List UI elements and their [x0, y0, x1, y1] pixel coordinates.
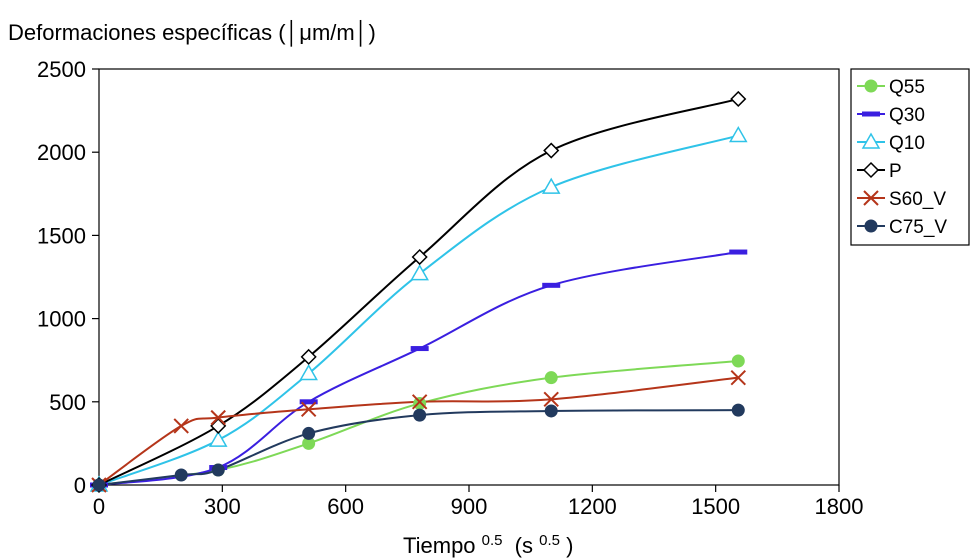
data-point-c75-v	[302, 426, 316, 440]
legend-label-c75-v: C75_V	[889, 217, 947, 238]
series-line-s60-v	[98, 376, 739, 486]
x-tick-label: 900	[451, 494, 488, 519]
x-tick-label: 600	[327, 494, 364, 519]
x-tick-label: 0	[93, 494, 105, 519]
data-point-s60-v	[543, 391, 559, 408]
data-point-s60-v	[210, 409, 226, 426]
data-point-q10	[208, 430, 228, 447]
data-point-q30	[729, 249, 748, 255]
data-point-q10	[541, 177, 561, 194]
data-point-q10	[728, 126, 748, 143]
plot-area-border	[98, 68, 840, 486]
x-axis-title-paren-close: )	[566, 533, 573, 558]
x-tick-label: 300	[204, 494, 241, 519]
data-point-q30	[542, 282, 561, 288]
data-point-q55	[413, 396, 427, 410]
data-point-q30	[410, 346, 429, 352]
series-line-p	[98, 97, 739, 486]
x-axis-title-sup2: 0.5	[539, 532, 560, 549]
series-markers	[89, 90, 748, 494]
legend-marker-s60-v	[863, 190, 879, 206]
x-marker-stroke	[411, 394, 428, 410]
data-point-p	[411, 248, 428, 266]
data-point-q55	[544, 371, 558, 385]
data-point-p	[300, 348, 317, 365]
x-tick-label: 1500	[691, 494, 740, 519]
x-axis-ticks: 0 300 600 900 1200 1500 1800	[93, 485, 864, 519]
x-axis-title-sup1: 0.5	[482, 532, 503, 549]
legend-label-p: P	[889, 161, 902, 182]
data-point-q10	[410, 264, 429, 281]
data-point-q55	[731, 354, 745, 368]
x-tick-label: 1800	[815, 494, 864, 519]
data-point-q30	[299, 399, 318, 405]
x-tick-label: 1200	[568, 494, 617, 519]
series-lines	[98, 97, 739, 486]
series-line-q55	[98, 360, 739, 486]
x-marker-stroke	[210, 409, 226, 426]
y-axis-ticks: 0 500 1000 1500 2000 2500	[37, 57, 99, 498]
y-axis-title: Deformaciones específicas (│μm/m│)	[8, 19, 376, 47]
x-marker-stroke	[730, 369, 746, 386]
y-tick-label: 2000	[37, 140, 86, 165]
legend-marker-q30	[862, 111, 880, 117]
data-point-c75-v	[544, 404, 558, 418]
data-point-c75-v	[731, 403, 745, 417]
legend: Q55 Q30 Q10 P S60_V C75_V	[850, 68, 970, 246]
series-line-q30	[98, 251, 739, 486]
legend-label-q30: Q30	[889, 105, 925, 126]
data-point-c75-v	[413, 408, 427, 422]
data-point-s60-v	[730, 369, 746, 386]
data-point-q10	[299, 364, 318, 381]
plot-frame	[98, 68, 840, 486]
data-point-c75-v	[211, 463, 225, 477]
y-tick-label: 500	[49, 390, 86, 415]
x-marker-stroke	[173, 418, 189, 434]
x-axis-title: Tiempo 0.5 (s 0.5 )	[403, 525, 573, 558]
legend-marker-c75-v	[864, 219, 878, 233]
data-point-s60-v	[300, 401, 317, 417]
legend-label-q55: Q55	[889, 77, 925, 98]
x-marker-stroke	[300, 401, 317, 417]
data-point-c75-v	[92, 478, 106, 492]
y-tick-label: 1500	[37, 223, 86, 248]
legend-box	[850, 68, 970, 246]
data-point-c75-v	[174, 468, 188, 482]
y-tick-label: 2500	[37, 57, 86, 82]
data-point-s60-v	[173, 418, 189, 434]
y-tick-label: 0	[74, 473, 86, 498]
x-axis-title-paren-open: (s	[515, 533, 533, 558]
series-line-q10	[98, 134, 739, 486]
legend-marker-q55	[864, 79, 878, 93]
legend-label-s60-v: S60_V	[889, 189, 946, 210]
x-marker-stroke	[543, 391, 559, 408]
data-point-s60-v	[411, 394, 428, 410]
legend-marker-p	[862, 161, 880, 179]
data-point-p	[730, 90, 747, 108]
x-marker-stroke	[863, 190, 879, 206]
legend-label-q10: Q10	[889, 133, 925, 154]
x-axis-title-main: Tiempo	[403, 533, 476, 558]
data-point-p	[210, 417, 227, 434]
y-tick-label: 1000	[37, 307, 86, 332]
data-point-p	[543, 142, 560, 159]
legend-marker-q10	[861, 132, 881, 149]
